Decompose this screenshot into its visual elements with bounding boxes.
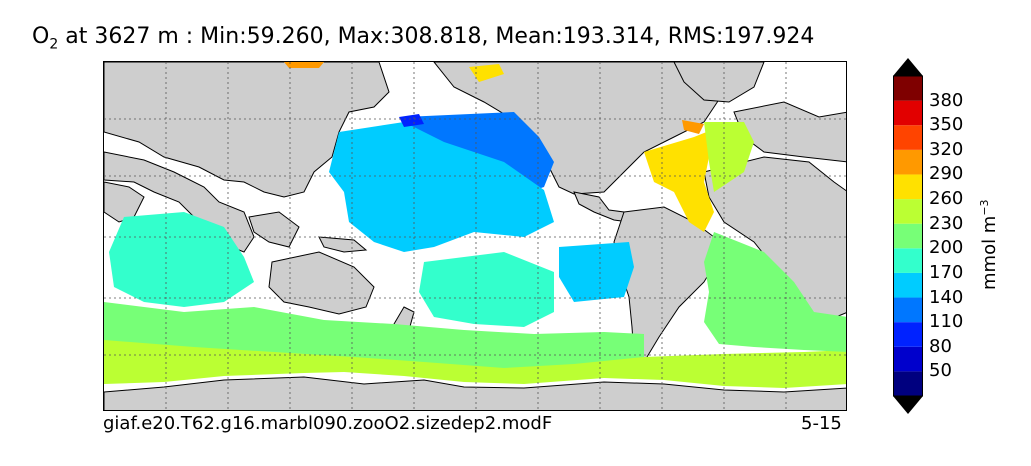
colorbar-tick-label: 380	[929, 89, 964, 111]
land-southeast-asia	[248, 211, 300, 248]
patch-east-pacific-140-170	[559, 242, 634, 302]
title-species: O	[32, 24, 50, 49]
land-europe-west	[733, 101, 846, 163]
colorbar-segment	[893, 272, 923, 298]
graticule	[104, 62, 846, 410]
land-asia-europe	[104, 62, 390, 198]
ocean-field-layer	[104, 62, 846, 388]
colorbar-segment	[893, 322, 923, 347]
colorbar-segments	[893, 58, 923, 414]
chart-title: O2 at 3627 m : Min:59.260, Max:308.818, …	[32, 24, 814, 52]
map-svg	[104, 62, 846, 410]
patch-arctic-290-320	[284, 62, 324, 68]
colorbar-outline	[893, 75, 923, 397]
colorbar-extend-min	[893, 396, 923, 414]
land-north-america	[433, 62, 745, 195]
colorbar-extend-max	[893, 58, 923, 76]
colorbar-segment	[893, 371, 923, 396]
colorbar-segment	[893, 346, 923, 372]
colorbar-tick-label: 110	[929, 311, 964, 333]
colorbar-units-exponent: −3	[978, 199, 991, 216]
colorbar-segment	[893, 223, 923, 249]
land-new-guinea	[318, 236, 368, 253]
patch-labrador-290-320	[682, 120, 704, 134]
patch-south-atlantic-200-230	[704, 232, 846, 352]
patch-southern-ocean-200-230	[104, 302, 644, 376]
colorbar-segment	[893, 100, 923, 126]
map-plot-area	[103, 61, 847, 411]
colorbar-tick-label: 140	[929, 286, 964, 308]
land-central-america	[573, 191, 630, 223]
patch-arctic-260-290	[469, 64, 504, 82]
colorbar-segment	[893, 149, 923, 175]
patch-southern-ocean-230-260	[104, 340, 846, 388]
patch-north-atlantic-260-290	[644, 127, 719, 232]
colorbar-units-text: mmol m	[979, 215, 1000, 290]
colorbar-units-label: mmol m−3	[978, 199, 1000, 290]
colorbar-tick-label: 350	[929, 114, 964, 136]
patch-kuril-blue	[399, 114, 424, 127]
patch-tropical-pacific-140-170	[329, 122, 554, 252]
title-species-subscript: 2	[49, 36, 59, 53]
colorbar-segment	[893, 199, 923, 224]
colorbar-tick-label: 290	[929, 163, 964, 185]
patch-indian-ocean-170-200	[109, 212, 254, 307]
case-name-label: giaf.e20.T62.g16.marbl090.zooO2.sizedep2…	[103, 413, 553, 434]
colorbar-segment	[893, 76, 923, 101]
patch-southwest-pacific-170-200	[419, 252, 554, 327]
colorbar-tick-label: 80	[929, 335, 952, 357]
land-australia	[268, 251, 375, 315]
colorbar-tick-label: 50	[929, 360, 952, 382]
colorbar-tick-label: 230	[929, 212, 964, 234]
colorbar-tick-label: 170	[929, 261, 964, 283]
colorbar-segment	[893, 174, 923, 200]
title-stats: at 3627 m : Min:59.260, Max:308.818, Mea…	[58, 24, 815, 49]
land-antarctica	[104, 376, 846, 410]
colorbar-segment	[893, 297, 923, 323]
land-greenland	[673, 62, 765, 103]
colorbar-tick-label: 260	[929, 188, 964, 210]
colorbar-tick-label: 200	[929, 237, 964, 259]
colorbar	[893, 58, 923, 414]
years-label: 5-15	[801, 413, 842, 434]
patch-north-atlantic-230-260	[704, 122, 754, 192]
colorbar-segment	[893, 248, 923, 273]
colorbar-segment	[893, 125, 923, 150]
colorbar-tick-label: 320	[929, 138, 964, 160]
